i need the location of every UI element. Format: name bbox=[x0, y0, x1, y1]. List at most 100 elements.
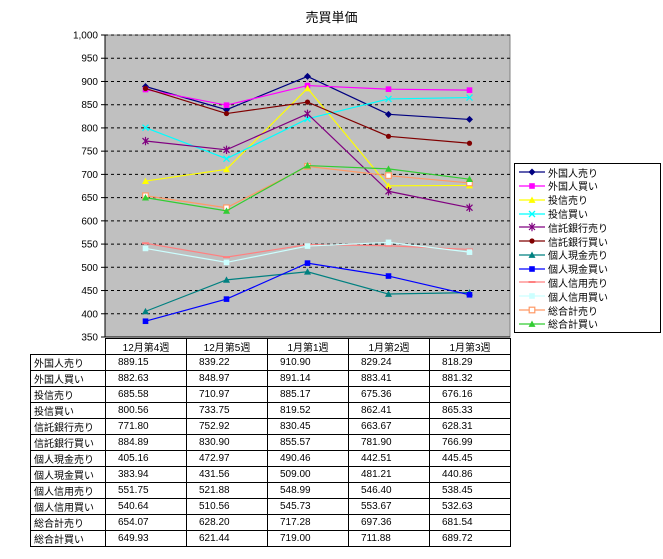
value-cell[interactable]: 862.41 bbox=[348, 402, 430, 419]
value-cell[interactable]: 830.45 bbox=[267, 418, 349, 435]
value-cell[interactable]: 882.63 bbox=[105, 370, 187, 387]
data-point-marker bbox=[385, 86, 392, 92]
category-header[interactable]: 12月第5週 bbox=[186, 338, 268, 355]
value-cell[interactable]: 431.56 bbox=[186, 466, 268, 483]
value-cell[interactable]: 819.52 bbox=[267, 402, 349, 419]
legend-item-1[interactable]: 外国人買い bbox=[519, 179, 660, 193]
legend-item-0[interactable]: 外国人売り bbox=[519, 165, 660, 180]
chart-legend[interactable]: 外国人売り 外国人買い 投信売り 投信買い 信託銀行売り 信託銀行買い 個人現金売り 個人現金… bbox=[514, 163, 661, 333]
value-cell[interactable]: 771.80 bbox=[105, 418, 187, 435]
row-label[interactable]: 個人信用買い bbox=[30, 498, 106, 515]
value-cell[interactable]: 654.07 bbox=[105, 514, 187, 531]
legend-item-8[interactable]: 個人信用売り bbox=[519, 276, 660, 290]
data-point-marker bbox=[385, 110, 392, 118]
value-cell[interactable]: 383.94 bbox=[105, 466, 187, 483]
legend-marker-icon bbox=[519, 265, 545, 272]
value-cell[interactable]: 510.56 bbox=[186, 498, 268, 515]
legend-label: 総合計売り bbox=[548, 306, 598, 318]
value-cell[interactable]: 445.45 bbox=[429, 450, 511, 467]
value-cell[interactable]: 839.22 bbox=[186, 354, 268, 371]
value-cell[interactable]: 621.44 bbox=[186, 530, 268, 547]
row-label[interactable]: 個人現金買い bbox=[30, 466, 106, 483]
row-label[interactable]: 投信売り bbox=[30, 386, 106, 403]
value-cell[interactable]: 676.16 bbox=[429, 386, 511, 403]
value-cell[interactable]: 884.89 bbox=[105, 434, 187, 451]
value-cell[interactable]: 719.00 bbox=[267, 530, 349, 547]
category-header[interactable]: 12月第4週 bbox=[105, 338, 187, 355]
value-cell[interactable]: 865.33 bbox=[429, 402, 511, 419]
value-cell[interactable]: 910.90 bbox=[267, 354, 349, 371]
row-label[interactable]: 投信買い bbox=[30, 402, 106, 419]
row-label[interactable]: 総合計買い bbox=[30, 530, 106, 547]
value-cell[interactable]: 553.67 bbox=[348, 498, 430, 515]
value-cell[interactable]: 881.32 bbox=[429, 370, 511, 387]
value-cell[interactable]: 733.75 bbox=[186, 402, 268, 419]
value-cell[interactable]: 538.45 bbox=[429, 482, 511, 499]
value-cell[interactable]: 883.41 bbox=[348, 370, 430, 387]
category-header[interactable]: 1月第1週 bbox=[267, 338, 349, 355]
value-cell[interactable]: 675.36 bbox=[348, 386, 430, 403]
value-cell[interactable]: 540.64 bbox=[105, 498, 187, 515]
value-cell[interactable]: 551.75 bbox=[105, 482, 187, 499]
value-cell[interactable]: 685.58 bbox=[105, 386, 187, 403]
value-cell[interactable]: 829.24 bbox=[348, 354, 430, 371]
legend-item-6[interactable]: 個人現金売り bbox=[519, 248, 660, 262]
data-point-marker bbox=[385, 95, 392, 103]
legend-item-3[interactable]: 投信買い bbox=[519, 207, 660, 221]
legend-item-10[interactable]: 総合計売り bbox=[519, 303, 660, 318]
category-header[interactable]: 1月第3週 bbox=[429, 338, 511, 355]
table-row: 信託銀行買い 884.89 830.90 855.57 781.90 766.99 bbox=[30, 434, 511, 451]
row-label[interactable]: 信託銀行買い bbox=[30, 434, 106, 451]
value-cell[interactable]: 649.93 bbox=[105, 530, 187, 547]
legend-item-11[interactable]: 総合計買い bbox=[519, 317, 660, 331]
value-cell[interactable]: 532.63 bbox=[429, 498, 511, 515]
legend-item-7[interactable]: 個人現金買い bbox=[519, 262, 660, 276]
value-cell[interactable]: 818.29 bbox=[429, 354, 511, 371]
value-cell[interactable]: 689.72 bbox=[429, 530, 511, 547]
value-cell[interactable]: 848.97 bbox=[186, 370, 268, 387]
value-cell[interactable]: 481.21 bbox=[348, 466, 430, 483]
value-cell[interactable]: 545.73 bbox=[267, 498, 349, 515]
value-cell[interactable]: 509.00 bbox=[267, 466, 349, 483]
value-cell[interactable]: 681.54 bbox=[429, 514, 511, 531]
value-cell[interactable]: 766.99 bbox=[429, 434, 511, 451]
value-cell[interactable]: 752.92 bbox=[186, 418, 268, 435]
legend-item-4[interactable]: 信託銀行売り bbox=[519, 220, 660, 235]
value-cell[interactable]: 781.90 bbox=[348, 434, 430, 451]
value-cell[interactable]: 548.99 bbox=[267, 482, 349, 499]
value-cell[interactable]: 663.67 bbox=[348, 418, 430, 435]
row-label[interactable]: 個人現金売り bbox=[30, 450, 106, 467]
value-cell[interactable]: 405.16 bbox=[105, 450, 187, 467]
value-cell[interactable]: 490.46 bbox=[267, 450, 349, 467]
value-cell[interactable]: 472.97 bbox=[186, 450, 268, 467]
value-cell[interactable]: 717.28 bbox=[267, 514, 349, 531]
row-label[interactable]: 外国人売り bbox=[30, 354, 106, 371]
category-header[interactable]: 1月第2週 bbox=[348, 338, 430, 355]
legend-item-9[interactable]: 個人信用買い bbox=[519, 289, 660, 304]
legend-item-2[interactable]: 投信売り bbox=[519, 193, 660, 207]
value-cell[interactable]: 710.97 bbox=[186, 386, 268, 403]
y-axis-label: 850 bbox=[81, 100, 98, 111]
row-label[interactable]: 信託銀行売り bbox=[30, 418, 106, 435]
value-cell[interactable]: 800.56 bbox=[105, 402, 187, 419]
value-cell[interactable]: 889.15 bbox=[105, 354, 187, 371]
value-cell[interactable]: 628.20 bbox=[186, 514, 268, 531]
row-label[interactable]: 個人信用売り bbox=[30, 482, 106, 499]
row-label[interactable]: 総合計売り bbox=[30, 514, 106, 531]
value-cell[interactable]: 521.88 bbox=[186, 482, 268, 499]
value-cell[interactable]: 628.31 bbox=[429, 418, 511, 435]
value-cell[interactable]: 440.86 bbox=[429, 466, 511, 483]
y-axis-label: 350 bbox=[81, 333, 98, 344]
value-cell[interactable]: 711.88 bbox=[348, 530, 430, 547]
value-cell[interactable]: 891.14 bbox=[267, 370, 349, 387]
legend-item-5[interactable]: 信託銀行買い bbox=[519, 234, 660, 249]
value-cell[interactable]: 885.17 bbox=[267, 386, 349, 403]
data-point-marker bbox=[529, 293, 535, 300]
value-cell[interactable]: 855.57 bbox=[267, 434, 349, 451]
value-cell[interactable]: 546.40 bbox=[348, 482, 430, 499]
value-cell[interactable]: 442.51 bbox=[348, 450, 430, 467]
row-label[interactable]: 外国人買い bbox=[30, 370, 106, 387]
value-cell[interactable]: 830.90 bbox=[186, 434, 268, 451]
value-cell[interactable]: 697.36 bbox=[348, 514, 430, 531]
